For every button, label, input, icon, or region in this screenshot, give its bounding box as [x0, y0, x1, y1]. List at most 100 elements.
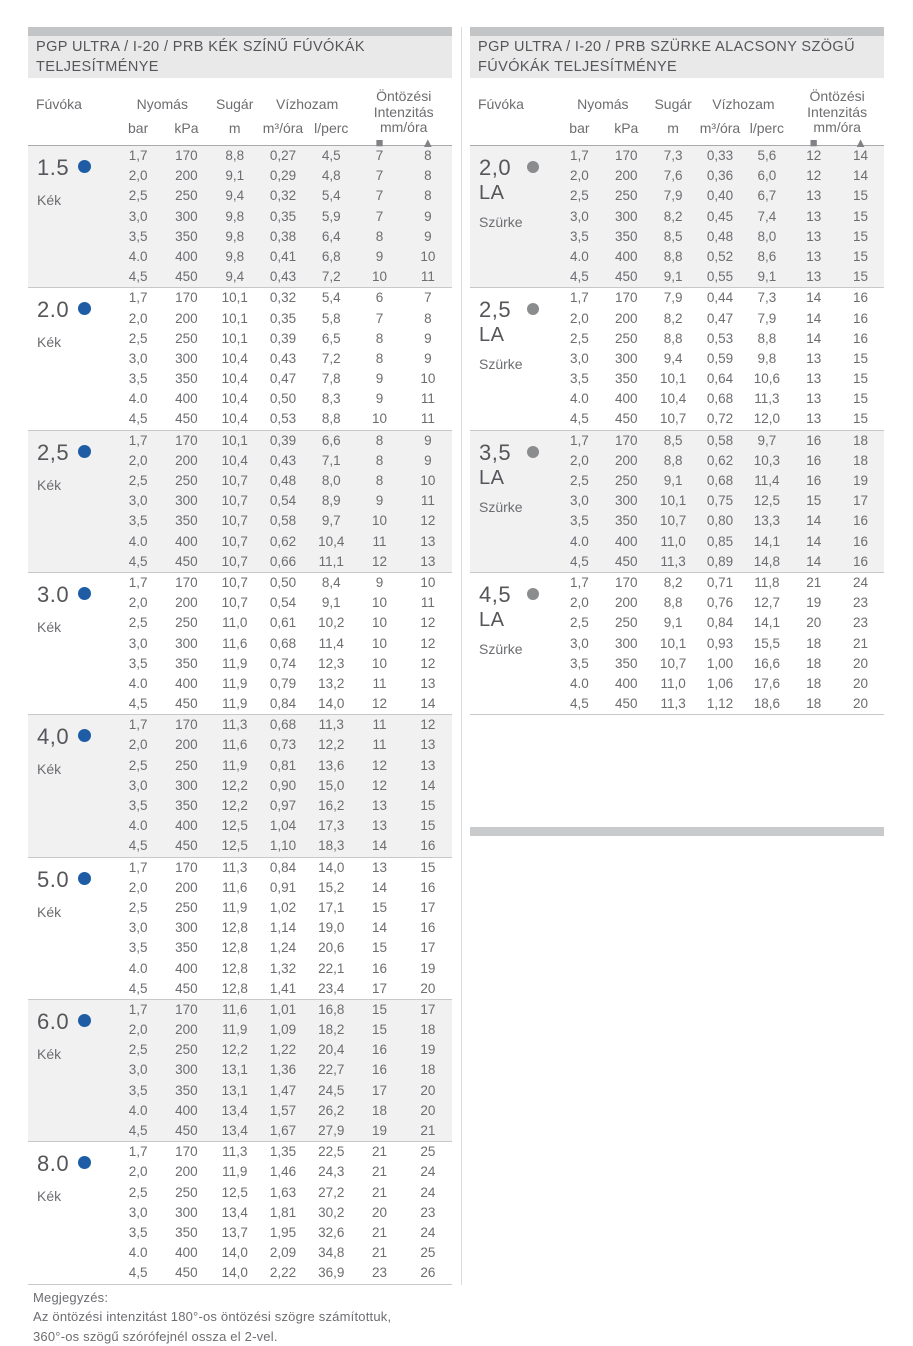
gray-nozzle-dot-icon [527, 588, 539, 600]
table-cell: 17 [404, 938, 452, 958]
table-cell: 14 [355, 918, 403, 938]
table-cell: 1,7 [556, 573, 603, 593]
table-cell: 4.0 [114, 1243, 162, 1263]
table-cell: 170 [162, 715, 210, 735]
table-cell: 2,0 [114, 451, 162, 471]
table-cell: 300 [603, 207, 650, 227]
table-cell: 0,58 [259, 511, 307, 531]
table-cell: 11,0 [650, 674, 697, 694]
table-cell: 8,8 [650, 329, 697, 349]
table-cell: 10,2 [307, 613, 355, 633]
table-cell: 8 [355, 329, 403, 349]
nozzle-color-name: Kék [37, 1046, 114, 1062]
table-cell: 19,0 [307, 918, 355, 938]
table-cell: 0,54 [259, 593, 307, 613]
table-cell: 14 [790, 329, 837, 349]
table-cell: 17,1 [307, 898, 355, 918]
table-cell: 170 [162, 573, 210, 593]
table-cell: 11,3 [307, 715, 355, 735]
table-cell: 0,55 [697, 267, 744, 287]
table-cell: 2,5 [114, 186, 162, 206]
table-cell: 5,8 [307, 309, 355, 329]
table-cell: 350 [603, 654, 650, 674]
table-cell: 1,36 [259, 1060, 307, 1080]
table-cell: 10,4 [211, 389, 259, 409]
table-cell: 10,7 [650, 654, 697, 674]
table-cell: 4,5 [307, 146, 355, 166]
table-cell: 0,89 [697, 552, 744, 572]
table-cell: 16,6 [743, 654, 790, 674]
header-lperc: l/perc [307, 120, 355, 136]
table-cell: 16 [355, 1060, 403, 1080]
table-cell: 30,2 [307, 1203, 355, 1223]
nozzle-size: 3,5 [479, 440, 511, 465]
table-cell: 15,2 [307, 878, 355, 898]
table-cell: 5,4 [307, 288, 355, 308]
nozzle-size: 5.0 [37, 867, 69, 892]
table-cell: 10,1 [211, 329, 259, 349]
table-cell: 24 [404, 1162, 452, 1182]
table-cell: 22,5 [307, 1142, 355, 1162]
nozzle-size: 2,0 [479, 155, 511, 180]
table-cell: 10,7 [650, 511, 697, 531]
table-cell: 7,2 [307, 267, 355, 287]
table-cell: 200 [162, 309, 210, 329]
table-cell: 2,5 [114, 613, 162, 633]
table-cell: 12 [790, 146, 837, 166]
table-cell: 7 [404, 288, 452, 308]
table-cell: 0,58 [697, 431, 744, 451]
table-cell: 24 [404, 1183, 452, 1203]
table-cell: 10 [355, 511, 403, 531]
table-cell: 9,1 [650, 267, 697, 287]
table-cell: 9,4 [650, 349, 697, 369]
table-cell: 1,7 [556, 288, 603, 308]
table-cell: 6,7 [743, 186, 790, 206]
table-cell: 350 [162, 1223, 210, 1243]
header-ontozesi: Öntözési [790, 88, 884, 104]
table-cell: 1,22 [259, 1040, 307, 1060]
table-cell: 15,5 [743, 634, 790, 654]
table-cell: 300 [162, 491, 210, 511]
table-cell: 3,0 [114, 491, 162, 511]
table-cell: 8 [355, 227, 403, 247]
table-cell: 400 [603, 389, 650, 409]
table-cell: 4.0 [114, 959, 162, 979]
table-cell: 1,04 [259, 816, 307, 836]
header-vizhozam: Vízhozam [259, 96, 356, 112]
table-cell: 170 [162, 146, 210, 166]
table-cell: 9,1 [307, 593, 355, 613]
table-cell: 1,14 [259, 918, 307, 938]
table-cell: 4,5 [556, 409, 603, 429]
table-cell: 4,5 [114, 836, 162, 856]
table-cell: 250 [162, 613, 210, 633]
table-cell: 170 [162, 288, 210, 308]
table-cell: 2,5 [114, 756, 162, 776]
table-cell: 14,0 [211, 1243, 259, 1263]
table-cell: 8,5 [650, 227, 697, 247]
table-cell: 350 [162, 938, 210, 958]
table-cell: 2,5 [556, 329, 603, 349]
header-mmora: mm/óra ■ ▲ [790, 120, 884, 149]
table-cell: 3,0 [556, 207, 603, 227]
table-cell: 0,32 [259, 186, 307, 206]
table-cell: 400 [162, 816, 210, 836]
table-cell: 1,12 [697, 694, 744, 714]
table-cell: 3,0 [114, 1203, 162, 1223]
table-cell: 2,0 [556, 593, 603, 613]
table-cell: 0,43 [259, 451, 307, 471]
table-cell: 12,5 [211, 836, 259, 856]
table-cell: 10,4 [211, 451, 259, 471]
table-cell: 7 [355, 207, 403, 227]
header-fuvoka: Fúvóka [28, 96, 114, 112]
nozzle-size: 3.0 [37, 582, 69, 607]
column-headers: Fúvóka Nyomás Sugár Vízhozam Öntözési In… [28, 78, 452, 146]
table-cell: 15 [404, 816, 452, 836]
table-cell: 11 [355, 715, 403, 735]
table-cell: 1,7 [114, 858, 162, 878]
table-cell: 0,64 [697, 369, 744, 389]
header-sugar: Sugár [211, 96, 259, 112]
